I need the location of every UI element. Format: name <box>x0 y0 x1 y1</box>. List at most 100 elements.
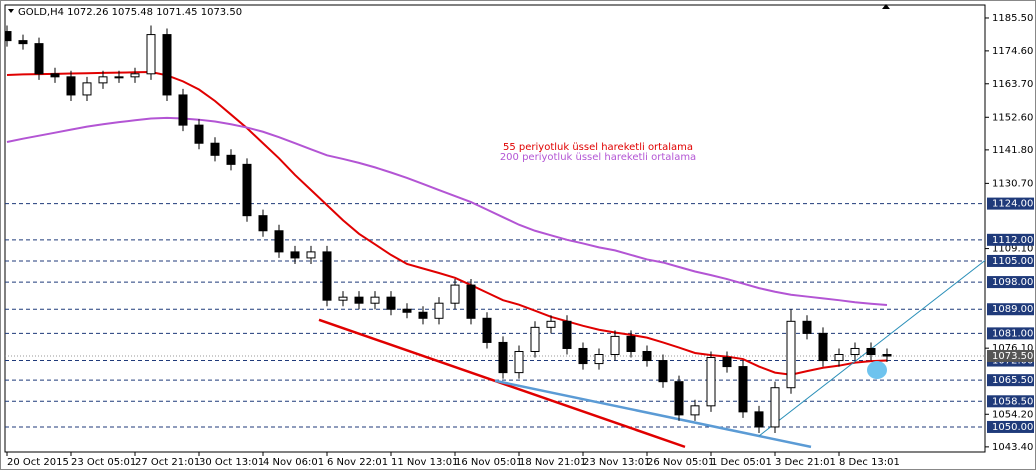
candle-body <box>434 302 444 319</box>
level-label: 1050.00 <box>992 422 1033 433</box>
candle-body <box>322 251 332 301</box>
candle-body <box>130 73 140 78</box>
level-label: 1058.50 <box>992 396 1033 407</box>
candle-body <box>178 94 188 126</box>
candle-body <box>690 405 700 416</box>
candle-body <box>850 347 860 356</box>
candle-body <box>770 387 780 428</box>
level-box <box>987 395 1034 408</box>
x-tick-label: 20 Oct 2015 <box>7 457 69 468</box>
candle-body <box>18 40 28 45</box>
candle-body <box>338 296 348 301</box>
candle-body <box>514 350 524 374</box>
candle-body <box>578 347 588 365</box>
candle-body <box>146 34 156 75</box>
candle-body <box>5 31 12 42</box>
candle-body <box>562 320 572 349</box>
level-box <box>987 254 1034 267</box>
level-box <box>987 374 1034 387</box>
x-tick-label: 26 Nov 05:01 <box>647 457 714 468</box>
candle-body <box>306 251 316 259</box>
candle-body <box>722 357 732 368</box>
candle-body <box>482 317 492 343</box>
level-box <box>987 197 1034 210</box>
candle-body <box>626 335 636 352</box>
candle-body <box>658 360 668 383</box>
level-box <box>987 233 1034 246</box>
candle-body <box>546 320 556 328</box>
level-label: 1089.00 <box>992 304 1033 315</box>
candle-body <box>386 296 396 310</box>
current-price-box <box>987 350 1034 363</box>
candle-body <box>66 76 76 96</box>
y-tick-label: 1152.60 <box>992 112 1033 123</box>
candle-body <box>210 142 220 156</box>
x-tick-label: 4 Nov 06:01 <box>263 457 324 468</box>
candle-body <box>50 73 60 78</box>
y-tick-label: 1185.50 <box>992 13 1033 24</box>
x-tick-label: 23 Nov 13:01 <box>583 457 650 468</box>
candle-body <box>194 124 204 144</box>
candle-body <box>610 335 620 356</box>
menu-arrow[interactable] <box>8 9 14 13</box>
x-tick-label: 30 Oct 13:01 <box>199 457 264 468</box>
candle-body <box>98 76 108 84</box>
level-box <box>987 303 1034 316</box>
level-label: 1124.00 <box>992 199 1033 210</box>
candle-body <box>82 82 92 96</box>
x-tick-label: 11 Nov 13:01 <box>391 457 458 468</box>
scroll-icon[interactable] <box>882 4 890 9</box>
ma-caption: 200 periyotluk üssel hareketli ortalama <box>500 152 696 163</box>
candle-body <box>706 357 716 407</box>
candle-body <box>450 284 460 304</box>
chart-title: GOLD,H4 1072.26 1075.48 1071.45 1073.50 <box>18 7 242 18</box>
y-tick-label: 1109.10 <box>992 244 1033 255</box>
y-tick-label: 1130.70 <box>992 178 1033 189</box>
level-box <box>987 327 1034 340</box>
candle-body <box>402 308 412 313</box>
plot-content <box>5 25 985 449</box>
level-label: 1098.00 <box>992 277 1033 288</box>
x-tick-label: 1 Dec 05:01 <box>711 457 772 468</box>
moving-average <box>6 116 888 307</box>
y-tick-label: 1163.70 <box>992 79 1033 90</box>
candle-body <box>642 350 652 362</box>
x-tick-label: 16 Nov 05:01 <box>455 457 522 468</box>
candle-body <box>466 284 476 319</box>
candle-body <box>290 251 300 259</box>
axis-layer: 1185.50 1174.60 1163.70 1152.60 1141.80 1130.… <box>6 13 1034 468</box>
candle-body <box>834 354 844 362</box>
candle-body <box>594 354 604 365</box>
candle-body <box>738 366 748 413</box>
x-tick-label: 8 Dec 13:01 <box>839 457 900 468</box>
y-tick-label: 1054.20 <box>992 409 1033 420</box>
candle-body <box>802 320 812 334</box>
x-tick-label: 6 Nov 22:01 <box>327 457 388 468</box>
candle-body <box>354 296 364 304</box>
y-tick-label: 1141.80 <box>992 145 1033 156</box>
candle-body <box>274 230 284 253</box>
candle-body <box>818 332 828 362</box>
level-box <box>987 276 1034 289</box>
x-tick-label: 3 Dec 21:01 <box>775 457 836 468</box>
level-box <box>987 420 1034 433</box>
x-tick-label: 27 Oct 21:01 <box>135 457 200 468</box>
highlight-marker <box>867 361 887 379</box>
candle-body <box>786 320 796 389</box>
candle-body <box>418 311 428 319</box>
y-tick-label: 1043.40 <box>992 442 1033 453</box>
ma-caption: 55 periyotluk üssel hareketli ortalama <box>503 142 693 153</box>
candle-body <box>114 76 124 79</box>
trendline <box>758 259 985 437</box>
candle-body <box>674 381 684 416</box>
x-tick-label: 18 Nov 21:01 <box>519 457 586 468</box>
candle-body <box>882 354 892 357</box>
candle-body <box>370 296 380 304</box>
level-label: 1065.50 <box>992 375 1033 386</box>
trendline <box>494 379 812 449</box>
candle-body <box>226 154 236 165</box>
candle-body <box>34 43 44 75</box>
candle-body <box>498 341 508 374</box>
level-label: 1081.00 <box>992 328 1033 339</box>
